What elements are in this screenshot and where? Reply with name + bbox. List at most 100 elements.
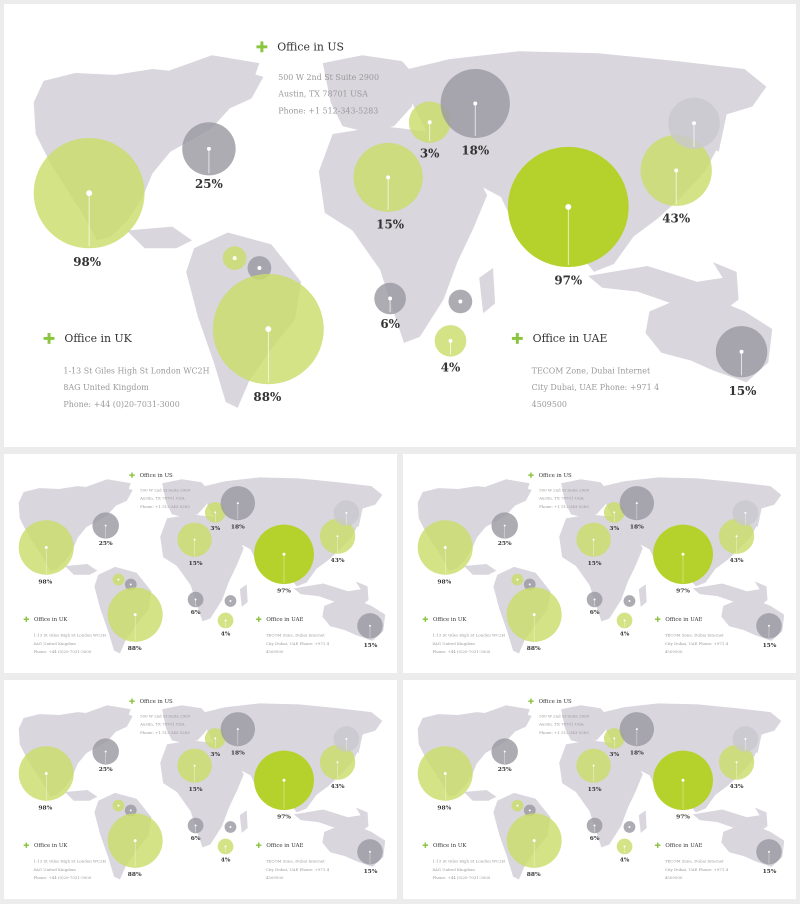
land-mass [561, 479, 609, 518]
plus-icon [129, 472, 135, 478]
bubble-dot [744, 737, 747, 740]
plus-icon [23, 842, 30, 848]
address-line: Phone: +44 (0)20-7031-3000 [432, 649, 491, 655]
bubble-dot [214, 737, 217, 740]
main-slide: 98% 25% 88% 15% 3% 18% 6% 4% 97% 43% 15% Office in … [4, 4, 796, 447]
bubble-dot [282, 552, 286, 556]
bubble-dot [532, 613, 536, 617]
plus-icon [528, 698, 534, 704]
percent-label-east-asia: 43% [330, 556, 345, 564]
address-line: TECOM Zone, Dubai Internet [664, 633, 724, 638]
bubble-dot [129, 583, 132, 586]
office-address: 1-13 St Giles High St London WC2H 8AG Uni… [33, 855, 105, 880]
address-line: Austin, TX 78701 USA [539, 496, 584, 501]
office-heading: Office in US [528, 698, 572, 704]
office-heading: Office in UAE [655, 616, 702, 622]
land-mass [126, 226, 193, 249]
bubble-dot [458, 299, 463, 304]
office-heading: Office in UK [422, 842, 466, 848]
plus-icon [43, 332, 55, 344]
bubble-dot [236, 502, 239, 505]
bubble-dot [229, 826, 232, 828]
address-line: Austin, TX 78701 USA [278, 89, 368, 99]
office-title: Office in UAE [266, 842, 304, 849]
thumbnail-slide[interactable]: 98% 25% 88% 15% 3% 18% 6% 4% 97% 43% 15% Office in … [403, 454, 796, 673]
percent-label-russia: 18% [461, 143, 490, 158]
plus-icon [655, 842, 661, 848]
percent-label-russia: 18% [230, 749, 245, 756]
office-title: Office in UAE [665, 616, 703, 623]
world-map [18, 477, 386, 654]
plus-icon [23, 616, 30, 622]
bubble-dot [104, 750, 107, 753]
address-line: Austin, TX 78701 USA [539, 722, 584, 727]
percent-label-east-asia: 43% [330, 782, 345, 790]
office-title: Office in US [139, 698, 173, 705]
office-uae: Office in UAE TECOM Zone, Dubai Internet C… [256, 616, 329, 654]
plus-icon [256, 616, 262, 622]
bubble-dot [473, 101, 478, 106]
bubble-dot [368, 624, 371, 627]
land-mass [481, 705, 530, 731]
address-line: Phone: +1 512-343-5283 [140, 504, 190, 509]
office-uk: Office in UK 1-13 St Giles High St London… [422, 616, 505, 654]
land-mass [638, 810, 647, 833]
percent-label-south-africa: 4% [220, 630, 231, 637]
bubble-dot [623, 845, 626, 848]
office-address: 500 W 2nd St Suite 2900 Austin, TX 78701 … [539, 710, 589, 735]
percent-label-asia: 97% [277, 587, 291, 595]
slide-content: 98% 25% 88% 15% 3% 18% 6% 4% 97% 43% 15% Office in … [4, 454, 397, 673]
bubble-dot [236, 728, 239, 731]
bubble-dot [528, 809, 531, 812]
percent-label-north-africa: 15% [376, 217, 405, 232]
thumbnail-slide[interactable]: 98% 25% 88% 15% 3% 18% 6% 4% 97% 43% 15% Office in … [4, 680, 397, 899]
bubble-dot [193, 764, 196, 767]
address-line: Phone: +1 512-343-5283 [539, 504, 589, 509]
percent-label-east-asia: 43% [729, 556, 744, 564]
percent-label-europe: 3% [609, 524, 620, 532]
office-title: Office in UAE [266, 616, 304, 623]
office-title: Office in UK [33, 616, 68, 623]
office-uk: Office in UK 1-13 St Giles High St London… [43, 332, 209, 408]
world-map [33, 51, 773, 408]
office-address: TECOM Zone, Dubai Internet City Dubai, UA… [665, 629, 728, 654]
bubble-dot [692, 121, 697, 126]
address-line: 8AG United Kingdom [432, 641, 475, 646]
slide-content: 98% 25% 88% 15% 3% 18% 6% 4% 97% 43% 15% Office in … [403, 680, 796, 899]
land-mass [239, 810, 248, 833]
address-line: City Dubai, UAE Phone: +971 4 [265, 641, 330, 646]
office-title: Office in UK [64, 332, 132, 345]
address-line: Austin, TX 78701 USA [140, 496, 185, 501]
office-title: Office in UAE [532, 332, 608, 345]
land-mass [638, 584, 647, 607]
office-heading: Office in US [528, 472, 572, 478]
office-title: Office in US [277, 40, 345, 54]
address-line: 4509500 [664, 875, 683, 881]
percent-label-north-africa: 15% [188, 559, 203, 567]
thumbnail-slide[interactable]: 98% 25% 88% 15% 3% 18% 6% 4% 97% 43% 15% Office in … [4, 454, 397, 673]
address-line: 4509500 [531, 399, 567, 409]
bubble-dot [565, 203, 572, 210]
office-address: TECOM Zone, Dubai Internet City Dubai, UA… [665, 855, 728, 880]
office-address: TECOM Zone, Dubai Internet City Dubai, UA… [266, 629, 329, 654]
thumbnail-slide[interactable]: 98% 25% 88% 15% 3% 18% 6% 4% 97% 43% 15% Office in … [403, 680, 796, 899]
world-map [18, 703, 386, 880]
bubble-dot [117, 578, 120, 581]
bubble-dot [623, 619, 626, 622]
land-mass [162, 479, 210, 518]
percent-label-asia: 97% [676, 813, 690, 821]
office-heading: Office in UK [43, 332, 132, 345]
bubble-dot [613, 737, 616, 740]
office-address: 1-13 St Giles High St London WC2H 8AG Uni… [33, 629, 105, 654]
address-line: TECOM Zone, Dubai Internet [265, 859, 325, 864]
office-heading: Office in UAE [655, 842, 702, 848]
bubble-dot [194, 824, 197, 827]
bubble-dot [229, 600, 232, 602]
address-line: 500 W 2nd St Suite 2900 [140, 488, 191, 493]
address-line: City Dubai, UAE Phone: +971 4 [664, 641, 729, 646]
bubble-dot [735, 761, 738, 764]
bubble-dot [503, 750, 506, 753]
bubble-dot [117, 804, 120, 807]
address-line: 4509500 [265, 649, 284, 655]
address-line: 4509500 [664, 649, 683, 655]
